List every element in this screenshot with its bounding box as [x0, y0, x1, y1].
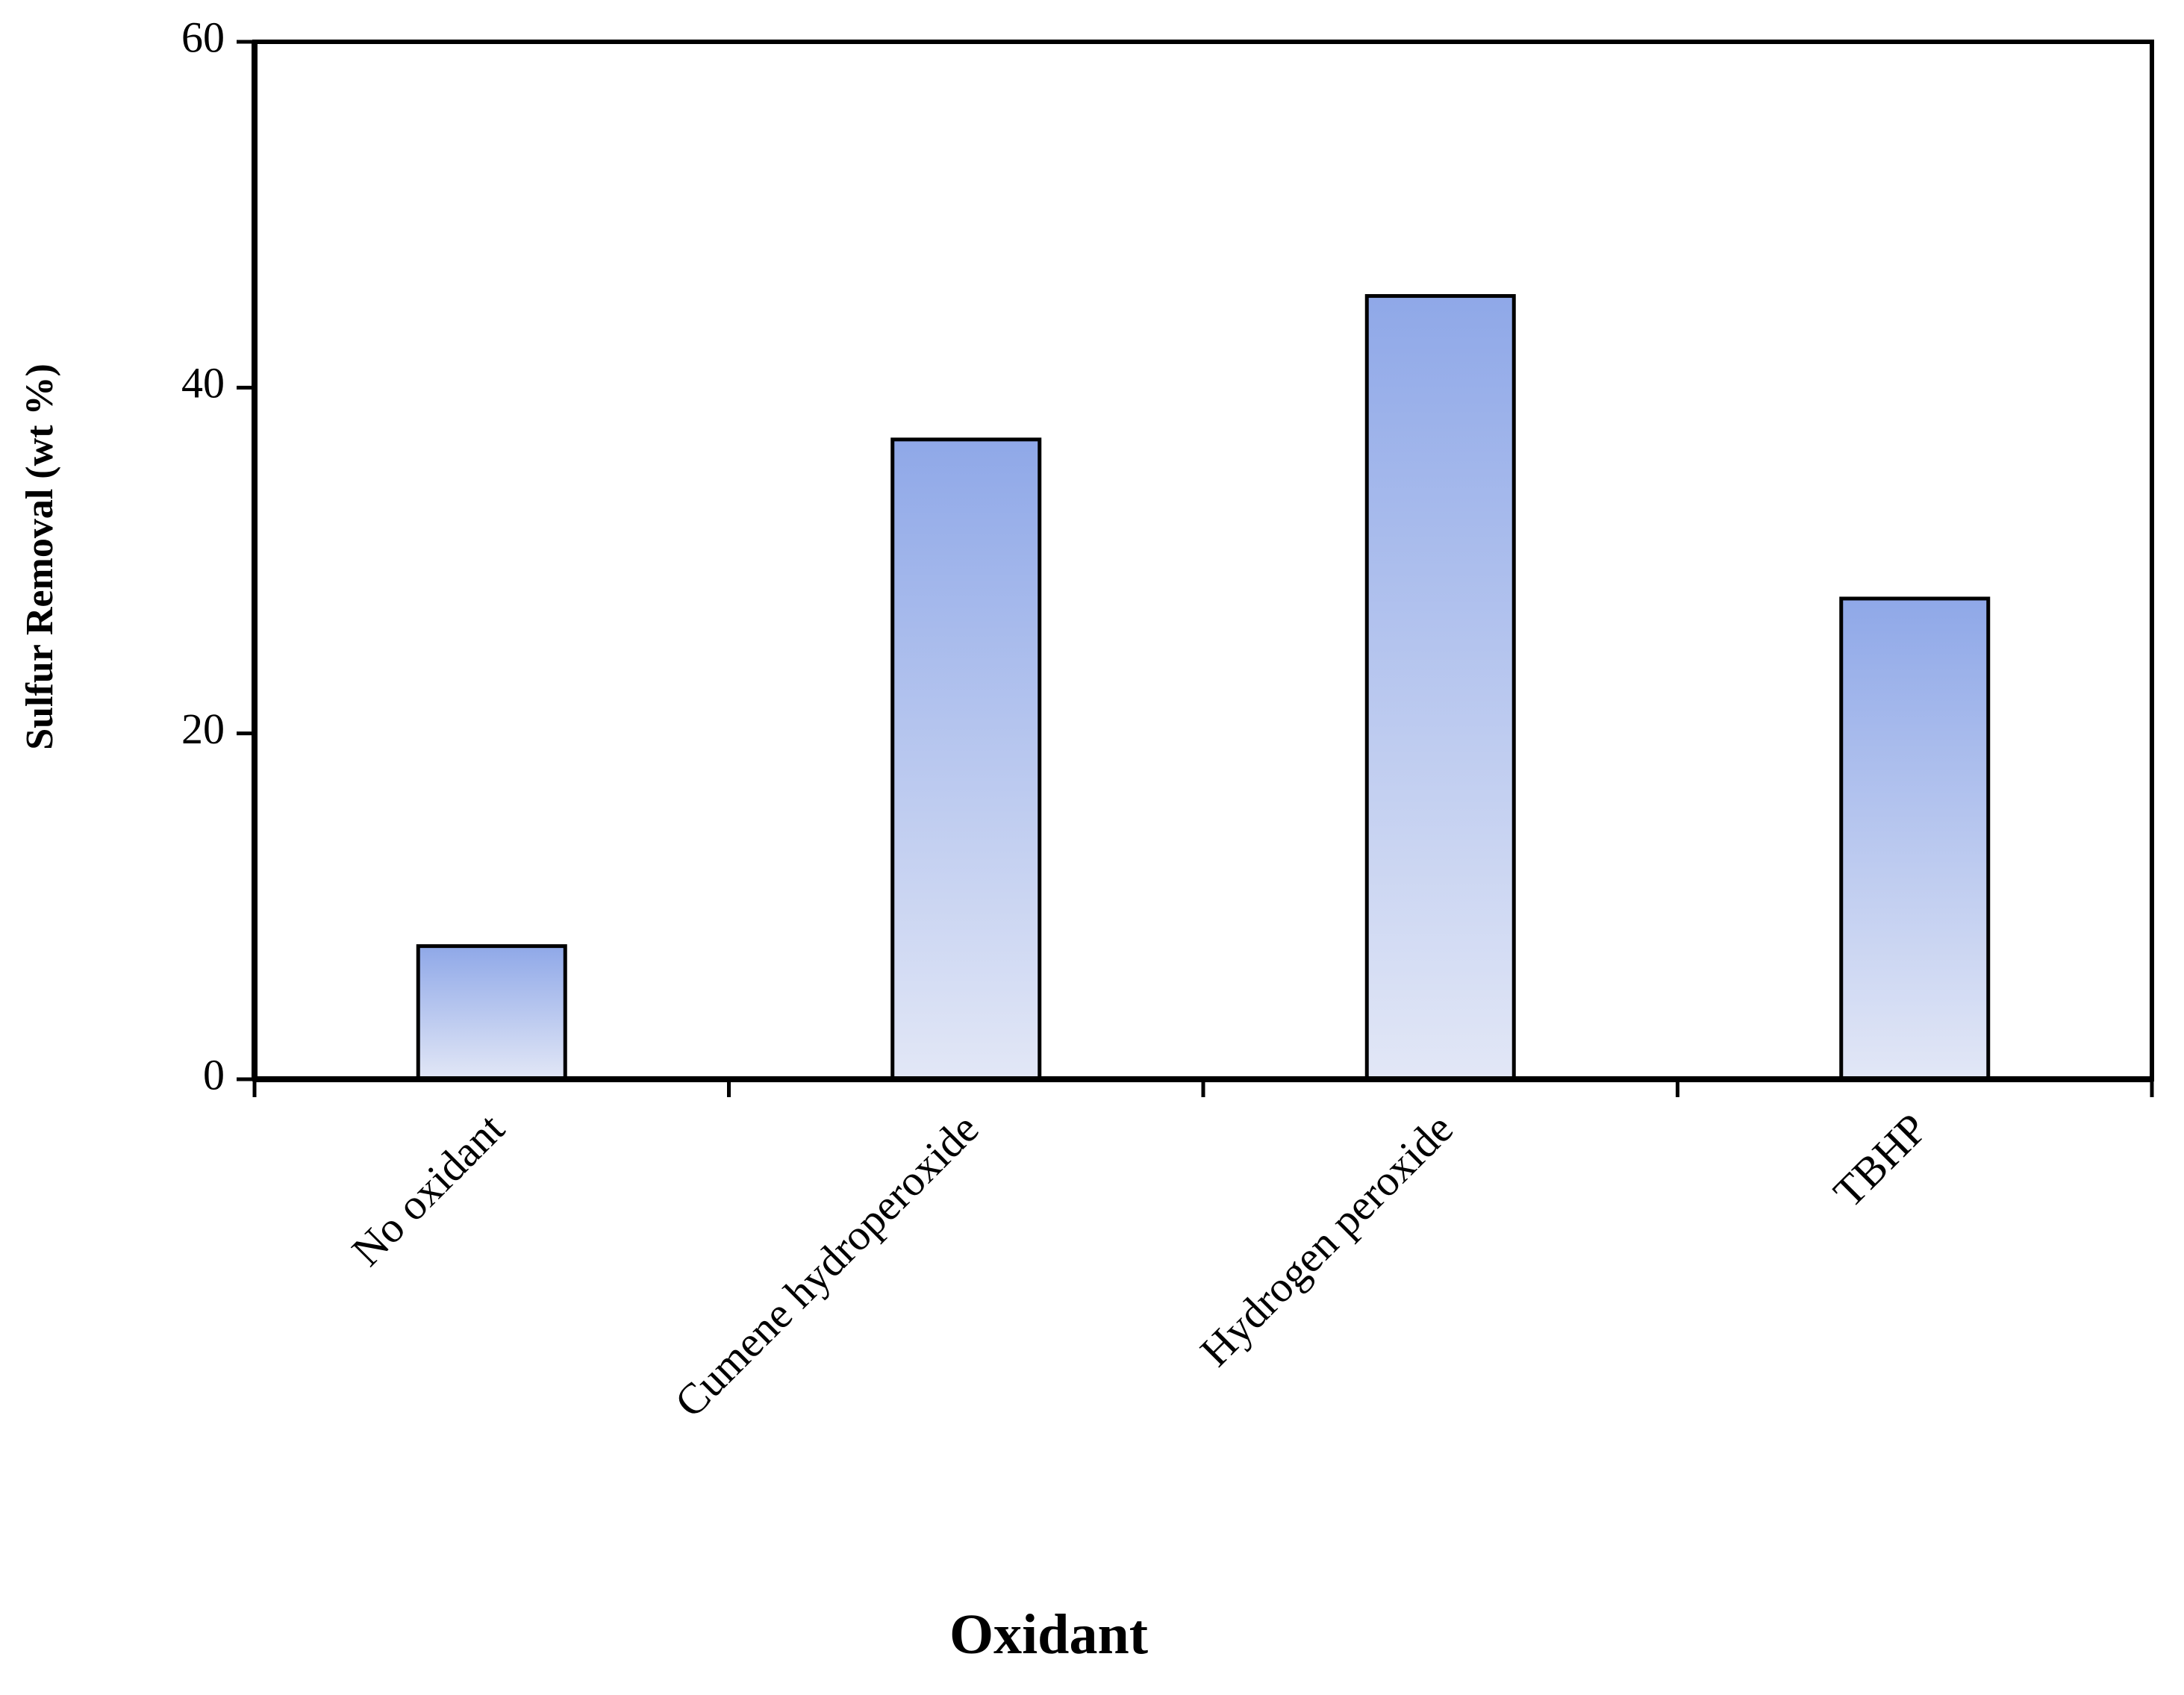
x-tick-label: No oxidant — [343, 1104, 514, 1275]
y-tick-label: 60 — [181, 13, 225, 61]
bar — [1364, 294, 1516, 1081]
bar — [1839, 596, 1991, 1081]
y-tick-label: 40 — [181, 359, 225, 408]
bar — [416, 944, 567, 1081]
y-axis-title: Sulfur Removal (wt %) — [19, 363, 61, 750]
y-tick-label: 0 — [203, 1050, 225, 1099]
y-tick-label: 20 — [181, 705, 225, 753]
x-tick-label: Cumene hydroperoxide — [665, 1104, 988, 1426]
x-tick-label: Hydrogen peroxide — [1191, 1104, 1462, 1376]
bar — [890, 437, 1042, 1081]
x-tick-label: TBHP — [1824, 1104, 1937, 1217]
x-axis-title: Oxidant — [949, 1603, 1148, 1666]
